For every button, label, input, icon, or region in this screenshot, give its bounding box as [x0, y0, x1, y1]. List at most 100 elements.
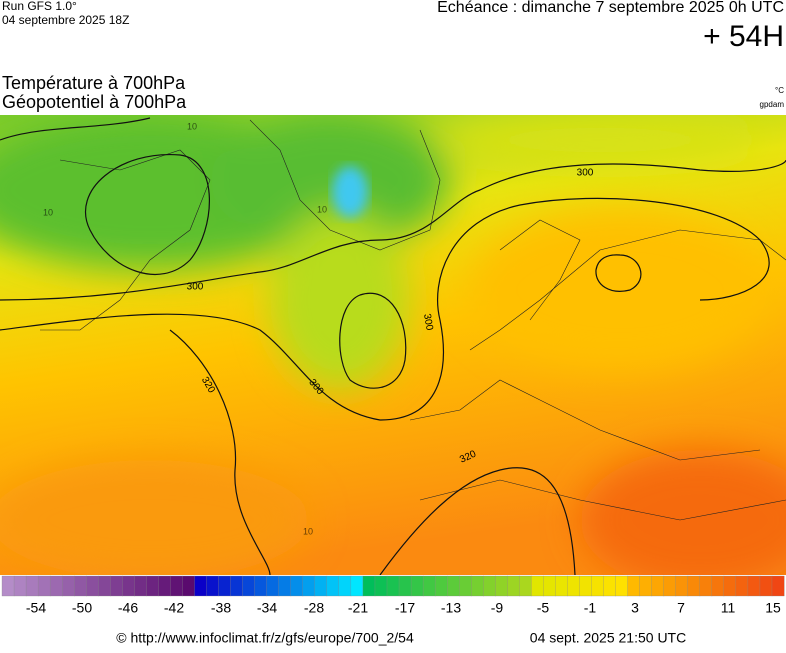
colorbar-swatch — [25, 575, 39, 597]
map — [0, 115, 786, 575]
colorbar-swatch — [434, 575, 448, 597]
colorbar-tick-label: 7 — [677, 600, 685, 616]
colorbar: -54 -50 -46 -42 -38 -34 -28 -21 -17 -13 -9 -5 -1 3 7 11… — [1, 575, 785, 616]
colorbar-swatch — [687, 575, 701, 597]
colorbar-swatch — [471, 575, 484, 597]
colorbar-swatch — [170, 575, 183, 597]
lead-time: + 54H — [703, 20, 784, 53]
colorbar-swatch — [675, 575, 689, 597]
colorbar-swatch — [13, 575, 27, 597]
colorbar-tick-label: -17 — [395, 600, 415, 616]
colorbar-swatch — [446, 575, 460, 597]
colorbar-tick-label: -21 — [348, 600, 368, 616]
contour-label: 300 — [577, 168, 594, 179]
geo-unit: gpdam — [760, 100, 785, 109]
colorbar-swatch — [531, 575, 544, 597]
colorbar-swatch — [266, 575, 280, 597]
contour-label: 300 — [421, 313, 435, 332]
colorbar-swatch — [711, 575, 725, 597]
colorbar-swatch — [194, 575, 207, 597]
colorbar-swatch — [37, 575, 51, 597]
colorbar-swatch — [591, 575, 604, 597]
colorbar-swatch — [615, 575, 629, 597]
colorbar-swatch — [651, 575, 665, 597]
colorbar-swatch — [314, 575, 328, 597]
colorbar-tick-label: -46 — [118, 600, 138, 616]
colorbar-tick-label: 15 — [765, 600, 781, 616]
colorbar-swatch — [62, 575, 75, 597]
colorbar-tick-label: -42 — [164, 600, 184, 616]
title-geopotential: Géopotentiel à 700hPa — [2, 92, 187, 112]
colorbar-swatch — [398, 575, 412, 597]
colorbar-swatch — [771, 575, 785, 597]
colorbar-swatch — [459, 575, 472, 597]
colorbar-swatch — [663, 575, 677, 597]
colorbar-swatch — [422, 575, 436, 597]
colorbar-swatch — [326, 575, 340, 597]
colorbar-swatch — [134, 575, 147, 597]
colorbar-swatch — [555, 575, 568, 597]
colorbar-swatch — [759, 575, 773, 597]
colorbar-swatch — [699, 575, 713, 597]
colorbar-tick-label: -34 — [257, 600, 277, 616]
colorbar-swatch — [386, 575, 400, 597]
isotherm-label: 10 — [303, 526, 313, 536]
colorbar-tick-label: 3 — [631, 600, 639, 616]
colorbar-swatch — [362, 575, 376, 597]
coastlines — [40, 119, 786, 521]
colorbar-swatch — [146, 575, 159, 597]
colorbar-tick-label: -13 — [441, 600, 461, 616]
colorbar-swatch — [74, 575, 87, 597]
colorbar-swatch — [302, 575, 316, 597]
colorbar-swatch — [579, 575, 592, 597]
temp-unit: °C — [775, 86, 784, 95]
contour-label: 300 — [187, 282, 204, 293]
colorbar-swatch — [483, 575, 496, 597]
colorbar-tick-label: -28 — [304, 600, 324, 616]
colorbar-swatch — [639, 575, 653, 597]
colorbar-swatch — [747, 575, 761, 597]
colorbar-swatch — [254, 575, 268, 597]
colorbar-swatch — [735, 575, 749, 597]
colorbar-swatch — [410, 575, 424, 597]
colorbar-swatch — [122, 575, 135, 597]
colorbar-swatch — [338, 575, 352, 597]
colorbar-swatch — [206, 575, 220, 597]
colorbar-tick-label: -9 — [491, 600, 504, 616]
title-temperature: Température à 700hPa — [2, 73, 186, 93]
colorbar-swatch — [567, 575, 580, 597]
colorbar-tick-label: -54 — [26, 600, 46, 616]
colorbar-swatch — [158, 575, 171, 597]
isohypses — [0, 117, 786, 575]
colorbar-swatch — [1, 575, 15, 597]
source: © http://www.infoclimat.fr/z/gfs/europe/… — [116, 630, 414, 646]
colorbar-swatch — [278, 575, 292, 597]
colorbar-tick-label: -50 — [72, 600, 92, 616]
run-date: 04 septembre 2025 18Z — [2, 13, 129, 27]
colorbar-swatch — [543, 575, 556, 597]
isotherm-label: 10 — [43, 207, 53, 217]
colorbar-swatch — [519, 575, 532, 597]
colorbar-swatch — [374, 575, 388, 597]
colorbar-swatch — [218, 575, 232, 597]
colorbar-tick-label: 11 — [721, 600, 736, 616]
colorbar-swatch — [723, 575, 737, 597]
colorbar-swatch — [290, 575, 304, 597]
run-label: Run GFS 1.0° — [2, 0, 77, 13]
colorbar-swatch — [627, 575, 641, 597]
colorbar-swatch — [86, 575, 99, 597]
colorbar-swatch — [49, 575, 63, 597]
colorbar-swatch — [182, 575, 195, 597]
colorbar-swatch — [98, 575, 111, 597]
colorbar-swatch — [603, 575, 617, 597]
colorbar-swatch — [507, 575, 520, 597]
colorbar-tick-label: -1 — [584, 600, 597, 616]
colorbar-swatch — [242, 575, 256, 597]
generated-time: 04 sept. 2025 21:50 UTC — [530, 630, 686, 646]
colorbar-tick-label: -38 — [211, 600, 231, 616]
colorbar-swatch — [495, 575, 508, 597]
colorbar-tick-label: -5 — [537, 600, 550, 616]
colorbar-swatch — [350, 575, 364, 597]
